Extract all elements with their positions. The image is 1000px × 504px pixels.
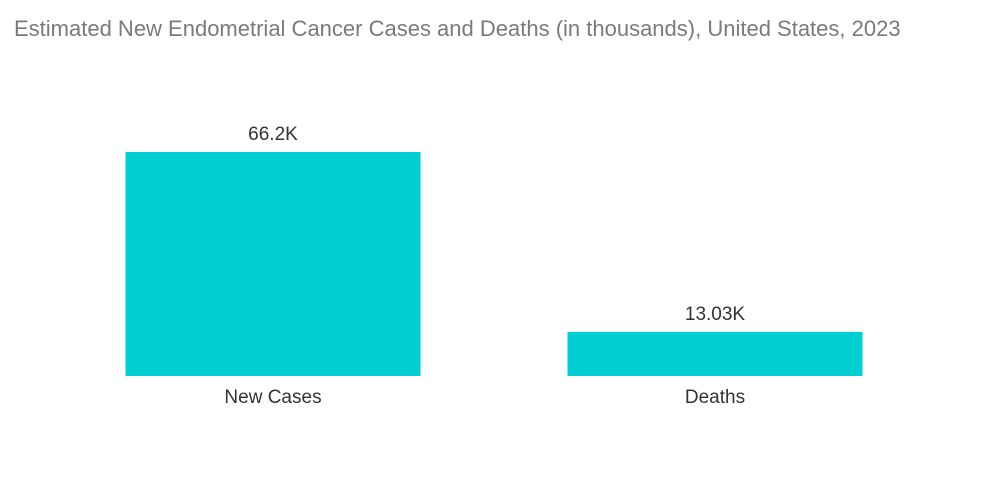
- data-label-new-cases: 66.2K: [248, 124, 298, 145]
- bars-group: [125, 152, 863, 376]
- x-tick-label-new-cases: New Cases: [224, 387, 321, 408]
- chart-title: Estimated New Endometrial Cancer Cases a…: [14, 16, 901, 41]
- data-labels-group: 66.2K 13.03K: [248, 124, 745, 325]
- bar-deaths: [567, 331, 863, 376]
- tick-labels-group: New Cases Deaths: [224, 387, 745, 408]
- data-label-deaths: 13.03K: [685, 304, 746, 325]
- bar-new-cases: [125, 152, 421, 376]
- x-tick-label-deaths: Deaths: [685, 387, 745, 408]
